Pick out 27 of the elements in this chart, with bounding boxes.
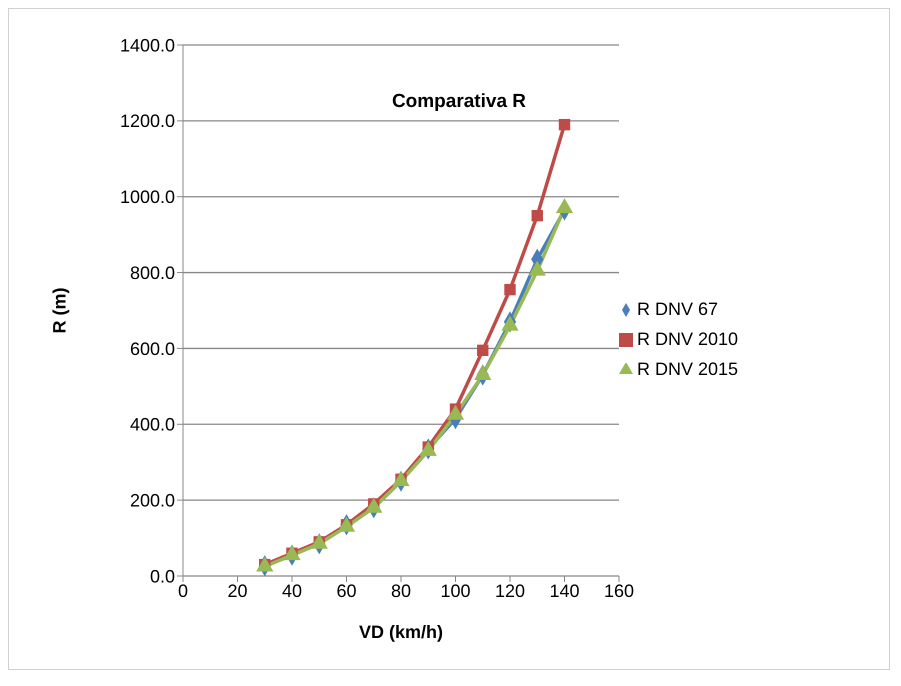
- legend-label: R DNV 2015: [637, 359, 738, 379]
- y-tick-label: 1000.0: [120, 187, 175, 208]
- y-tick-label: 0.0: [150, 566, 175, 586]
- x-tick-label: 40: [282, 580, 302, 601]
- y-tick-label: 400.0: [130, 414, 175, 435]
- point: [477, 344, 488, 356]
- x-tick-label: 20: [227, 580, 248, 601]
- x-tick-label: 0: [178, 580, 188, 601]
- x-tick-label: 120: [494, 580, 526, 601]
- x-tick-label: 60: [336, 580, 357, 601]
- y-tick-label: 600.0: [130, 338, 175, 359]
- x-axis-title: VD (km/h): [358, 622, 444, 642]
- y-tick-label: 1200.0: [120, 111, 175, 132]
- y-tick-label: 1400.0: [120, 35, 175, 56]
- legend-label: R DNV 2010: [637, 329, 738, 349]
- y-tick-label: 800.0: [130, 262, 175, 283]
- x-tick-label: 160: [604, 580, 634, 601]
- y-tick-label: 200.0: [130, 490, 175, 511]
- x-tick-label: 80: [390, 580, 412, 601]
- x-tick-label: 140: [549, 580, 580, 601]
- point: [532, 210, 543, 222]
- point: [558, 118, 570, 130]
- y-axis-title: R (m): [49, 288, 70, 334]
- x-tick-label: 100: [440, 580, 471, 601]
- point: [504, 284, 516, 296]
- legend-label: R DNV 67: [637, 299, 718, 319]
- text: Comparativa R: [390, 91, 528, 113]
